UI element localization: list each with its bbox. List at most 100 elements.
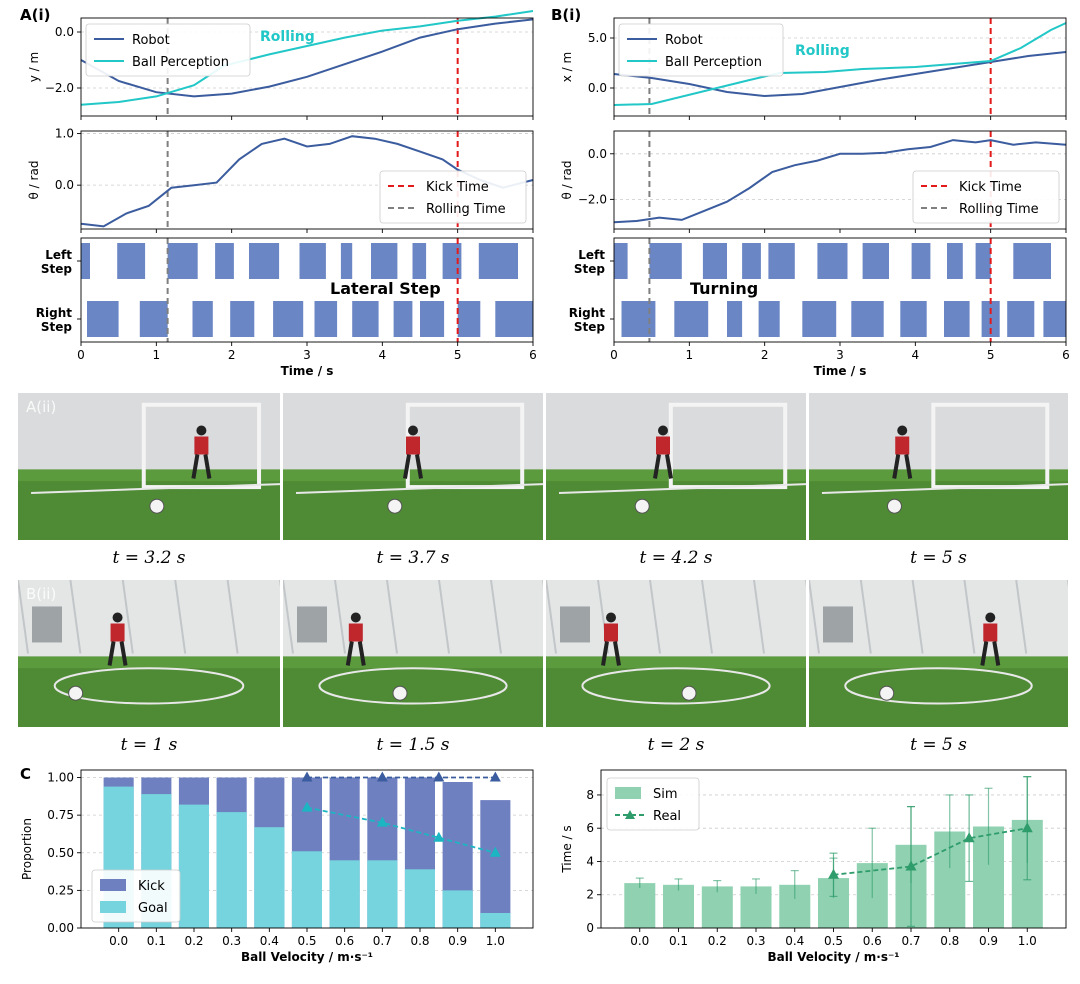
left-step-block xyxy=(649,243,682,279)
right-step-block xyxy=(495,301,533,337)
x-axis-label: Ball Velocity / m·s⁻¹ xyxy=(241,950,373,964)
tent-frame xyxy=(18,580,29,654)
goal-bar xyxy=(442,890,473,928)
legend-label: Kick Time xyxy=(426,180,489,195)
panel-label-b-ii: B(ii) xyxy=(26,585,57,603)
field-far xyxy=(546,656,806,669)
tent-frame xyxy=(174,580,187,654)
left-step-block xyxy=(702,243,727,279)
legend-label: Sim xyxy=(653,787,678,802)
robot-line xyxy=(80,18,534,98)
ball xyxy=(149,498,165,514)
x-tick-label: 6 xyxy=(1062,348,1070,362)
field-far xyxy=(18,469,280,482)
center-circle xyxy=(53,667,245,705)
left-step-block xyxy=(742,243,761,279)
center-circle xyxy=(581,667,771,705)
tent-frame xyxy=(334,580,346,654)
x-tick-label: 0.0 xyxy=(109,934,128,948)
left-step-block xyxy=(768,243,795,279)
left-step-block xyxy=(167,243,198,279)
x-tick-label: 1.0 xyxy=(1018,934,1037,948)
kick-real-marker xyxy=(433,771,445,782)
ball xyxy=(392,685,408,701)
right-step-block xyxy=(758,301,780,337)
motion-annotation: Lateral Step xyxy=(330,279,441,298)
photo-caption: t = 2 s xyxy=(647,735,705,755)
left-step-block xyxy=(81,243,90,279)
robot-torso xyxy=(406,436,420,455)
right-step-block xyxy=(87,301,119,337)
left-step-block xyxy=(614,243,628,279)
y-tick-label: 0.00 xyxy=(47,921,74,935)
legend-label: Ball Perception xyxy=(665,55,762,70)
right-step-block xyxy=(230,301,255,337)
field-line xyxy=(821,483,1068,494)
ball xyxy=(68,685,84,701)
ball-perception-line xyxy=(80,10,534,106)
x-tick-label: 0.4 xyxy=(785,934,804,948)
legend-swatch xyxy=(615,787,641,799)
row-label: Left xyxy=(45,248,72,262)
x-tick-label: 0.9 xyxy=(979,934,998,948)
field-far xyxy=(283,469,543,482)
robot-leg xyxy=(601,641,609,666)
tent-frame xyxy=(963,580,976,654)
right-step-block xyxy=(900,301,927,337)
robot-head xyxy=(196,425,207,436)
y-tick-label: 0.0 xyxy=(55,178,74,192)
x-axis-label: Ball Velocity / m·s⁻¹ xyxy=(767,950,899,964)
y-axis-label: x / m xyxy=(560,52,574,82)
tent-frame xyxy=(386,580,398,654)
panel-label-b-i: B(i) xyxy=(551,6,582,24)
y-tick-label: 1.00 xyxy=(47,771,74,785)
equipment xyxy=(32,606,62,643)
x-tick-label: 0.8 xyxy=(940,934,959,948)
robot-head xyxy=(606,612,616,623)
y-axis-label: Proportion xyxy=(20,818,34,880)
photo-b-1 xyxy=(18,580,280,727)
y-tick-label: 4 xyxy=(586,854,594,868)
y-tick-label: 8 xyxy=(586,788,594,802)
left-step-block xyxy=(117,243,146,279)
field-far xyxy=(18,656,280,669)
photo-caption: t = 3.7 s xyxy=(376,548,450,568)
x-tick-label: 0.5 xyxy=(824,934,843,948)
sim-bar xyxy=(624,883,656,928)
center-circle xyxy=(844,667,1033,705)
row-label: Right xyxy=(36,306,72,320)
field-far xyxy=(283,656,543,669)
right-step-block xyxy=(1007,301,1035,337)
field-far xyxy=(809,656,1068,669)
x-tick-label: 0 xyxy=(77,348,85,362)
right-step-block xyxy=(139,301,168,337)
robot-torso xyxy=(194,436,209,455)
right-step-block xyxy=(352,301,379,337)
kick-real-marker xyxy=(376,771,388,782)
row-label: Step xyxy=(41,320,73,334)
robot-leg xyxy=(992,641,1001,666)
y-tick-label: 1.0 xyxy=(55,127,74,141)
photo-a-1 xyxy=(18,393,280,540)
photo-scene xyxy=(546,393,806,540)
robot-torso xyxy=(348,623,363,642)
y-tick-label: 0.25 xyxy=(47,883,74,897)
x-tick-label: 2 xyxy=(228,348,236,362)
field-far xyxy=(809,469,1068,482)
y-axis-label: θ / rad xyxy=(560,161,574,200)
photo-caption: t = 3.2 s xyxy=(112,548,186,568)
ball xyxy=(634,498,650,514)
tent-frame xyxy=(911,580,924,654)
legend-label: Kick Time xyxy=(959,180,1022,195)
goal-bar xyxy=(480,913,511,928)
robot-leg xyxy=(403,454,411,479)
equipment xyxy=(560,606,590,643)
real-marker xyxy=(828,868,839,879)
row-label: Step xyxy=(574,320,606,334)
real-line xyxy=(833,827,1028,876)
tent-frame xyxy=(546,580,557,654)
field-line xyxy=(295,483,543,494)
motion-annotation: Turning xyxy=(690,279,758,298)
field-line xyxy=(558,483,806,494)
